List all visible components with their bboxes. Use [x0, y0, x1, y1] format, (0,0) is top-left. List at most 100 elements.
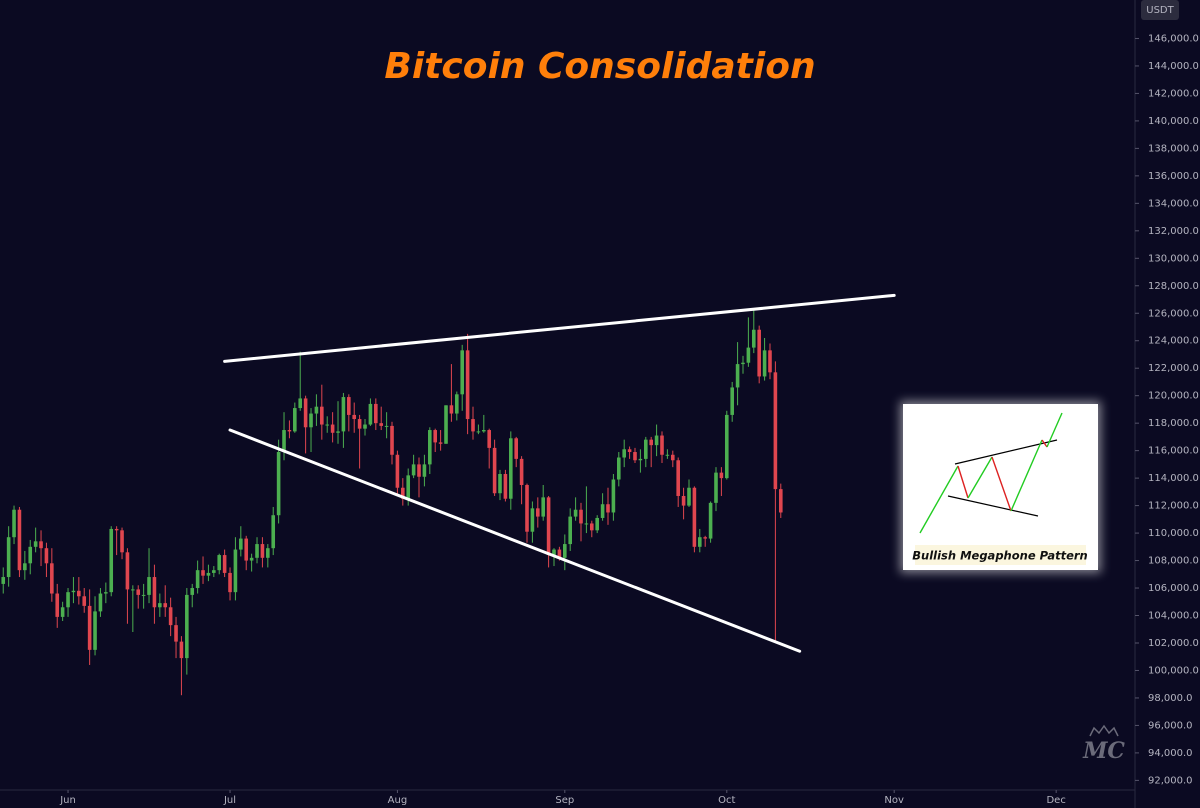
candle-body	[82, 596, 87, 606]
candle-body	[55, 593, 60, 617]
candle-body	[125, 552, 130, 590]
candle-body	[444, 405, 448, 444]
logo-crown	[1089, 724, 1119, 737]
candle-body	[428, 430, 432, 465]
candle-body	[708, 502, 713, 539]
y-tick-label: 120,000.0	[1148, 391, 1199, 402]
candle-body	[401, 487, 405, 499]
x-tick-label: Sep	[555, 795, 574, 806]
candle-body	[724, 414, 729, 479]
candle-body	[606, 504, 610, 513]
candle-body	[93, 611, 97, 650]
inset-label-bg	[915, 545, 1086, 565]
candle-body	[509, 438, 513, 499]
candle-body	[579, 509, 583, 524]
candle-body	[390, 425, 394, 455]
candle-body	[557, 549, 562, 558]
candle-body	[622, 449, 626, 458]
candle-body	[703, 537, 707, 539]
candle-body	[374, 403, 378, 424]
candle-body	[287, 430, 292, 432]
y-tick-label: 92,000.0	[1148, 775, 1193, 786]
candle-body	[131, 589, 135, 591]
candle-body	[44, 548, 49, 564]
candle-body	[341, 397, 346, 432]
candle-body	[174, 625, 178, 642]
candle-body	[314, 406, 319, 414]
currency-label: USDT	[1146, 5, 1174, 16]
candle-body	[730, 387, 734, 415]
candle-body	[60, 607, 65, 617]
candle-body	[179, 641, 184, 659]
candle-body	[12, 509, 16, 538]
candle-body	[168, 607, 173, 626]
candle-body	[190, 588, 195, 595]
y-tick-label: 110,000.0	[1148, 528, 1199, 539]
y-tick-label: 138,000.0	[1148, 143, 1199, 154]
candle-body	[471, 419, 475, 432]
y-tick-label: 106,000.0	[1148, 583, 1199, 594]
candle-body	[465, 350, 470, 420]
candle-body	[163, 603, 168, 608]
candle-body	[778, 489, 783, 513]
candle-body	[541, 497, 546, 517]
candle-body	[6, 537, 11, 578]
candle-body	[66, 592, 70, 608]
candle-body	[293, 408, 297, 432]
inset-down-leg	[991, 456, 1012, 512]
candle-body	[39, 541, 43, 549]
candle-body	[757, 329, 761, 377]
candle-body	[692, 487, 697, 547]
candle-body	[530, 508, 535, 532]
candle-body	[449, 405, 454, 414]
candle-body	[136, 589, 141, 595]
candle-body	[660, 435, 664, 455]
candle-body	[627, 449, 632, 453]
inset-box	[903, 404, 1098, 570]
candle-body	[719, 472, 724, 479]
candle-body	[249, 557, 254, 561]
y-tick-label: 112,000.0	[1148, 501, 1199, 512]
candle-body	[600, 504, 605, 518]
candle-body	[482, 430, 486, 432]
candle-body	[568, 516, 572, 545]
candle-body	[325, 424, 330, 426]
candle-body	[217, 555, 222, 571]
x-tick-label: Aug	[388, 795, 408, 806]
watermark: MC	[1082, 738, 1125, 764]
candle-body	[195, 570, 200, 589]
candle-body	[751, 329, 756, 348]
x-tick-label: Oct	[718, 795, 735, 806]
candle-body	[50, 563, 54, 594]
candle-body	[395, 454, 400, 488]
candle-body	[714, 472, 718, 503]
y-tick-label: 124,000.0	[1148, 336, 1199, 347]
candle-body	[255, 544, 259, 558]
y-tick-label: 146,000.0	[1148, 33, 1199, 44]
candle-body	[654, 435, 659, 446]
candle-body	[487, 430, 492, 448]
candle-body	[573, 509, 578, 517]
inset-up-leg	[1046, 412, 1063, 448]
candle-body	[665, 454, 670, 456]
candle-body	[114, 528, 119, 531]
candle-body	[120, 530, 124, 553]
candle-body	[525, 484, 529, 532]
y-tick-label: 130,000.0	[1148, 253, 1199, 264]
y-tick-label: 104,000.0	[1148, 611, 1199, 622]
trendline	[223, 293, 896, 363]
candle-body	[595, 517, 599, 531]
candle-body	[147, 577, 151, 595]
candle-body	[330, 424, 335, 433]
trendline	[228, 428, 802, 653]
y-tick-label: 114,000.0	[1148, 473, 1199, 484]
y-tick-label: 142,000.0	[1148, 88, 1199, 99]
candle-body	[406, 475, 411, 499]
watermark-logo: MC	[1082, 724, 1125, 764]
candle-body	[519, 458, 524, 485]
candle-body	[239, 538, 243, 550]
candle-body	[98, 593, 103, 612]
inset-lower-line	[947, 495, 1039, 517]
candle-body	[492, 447, 497, 494]
